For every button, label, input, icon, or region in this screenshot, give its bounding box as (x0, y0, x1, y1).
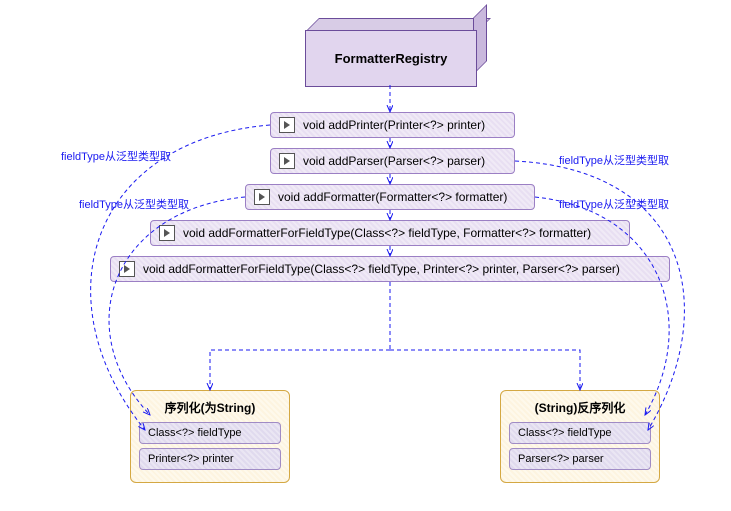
header-box: FormatterRegistry (305, 30, 475, 85)
edge-label-l1: fieldType从泛型类型取 (60, 148, 172, 164)
field-chip: Printer<?> printer (139, 448, 281, 470)
play-icon (119, 261, 135, 277)
method-row-3: void addFormatterForFieldType(Class<?> f… (150, 220, 630, 246)
method-row-4: void addFormatterForFieldType(Class<?> f… (110, 256, 670, 282)
method-row-0: void addPrinter(Printer<?> printer) (270, 112, 515, 138)
method-row-2: void addFormatter(Formatter<?> formatter… (245, 184, 535, 210)
play-icon (159, 225, 175, 241)
play-icon (254, 189, 270, 205)
target-left: 序列化(为String) Class<?> fieldType Printer<… (130, 390, 290, 483)
target-left-title: 序列化(为String) (139, 399, 281, 416)
method-label: void addParser(Parser<?> parser) (303, 154, 485, 168)
box3d-front: FormatterRegistry (305, 30, 477, 87)
edge-label-r1: fieldType从泛型类型取 (558, 152, 670, 168)
field-chip: Class<?> fieldType (139, 422, 281, 444)
field-chip: Parser<?> parser (509, 448, 651, 470)
play-icon (279, 153, 295, 169)
field-chip: Class<?> fieldType (509, 422, 651, 444)
method-label: void addFormatter(Formatter<?> formatter… (278, 190, 507, 204)
target-right-title: (String)反序列化 (509, 399, 651, 416)
method-row-1: void addParser(Parser<?> parser) (270, 148, 515, 174)
play-icon (279, 117, 295, 133)
method-label: void addPrinter(Printer<?> printer) (303, 118, 485, 132)
header-title: FormatterRegistry (335, 51, 448, 66)
method-label: void addFormatterForFieldType(Class<?> f… (143, 262, 620, 276)
edge-label-r2: fieldType从泛型类型取 (558, 196, 670, 212)
edge-label-l2: fieldType从泛型类型取 (78, 196, 190, 212)
target-right: (String)反序列化 Class<?> fieldType Parser<?… (500, 390, 660, 483)
method-label: void addFormatterForFieldType(Class<?> f… (183, 226, 591, 240)
